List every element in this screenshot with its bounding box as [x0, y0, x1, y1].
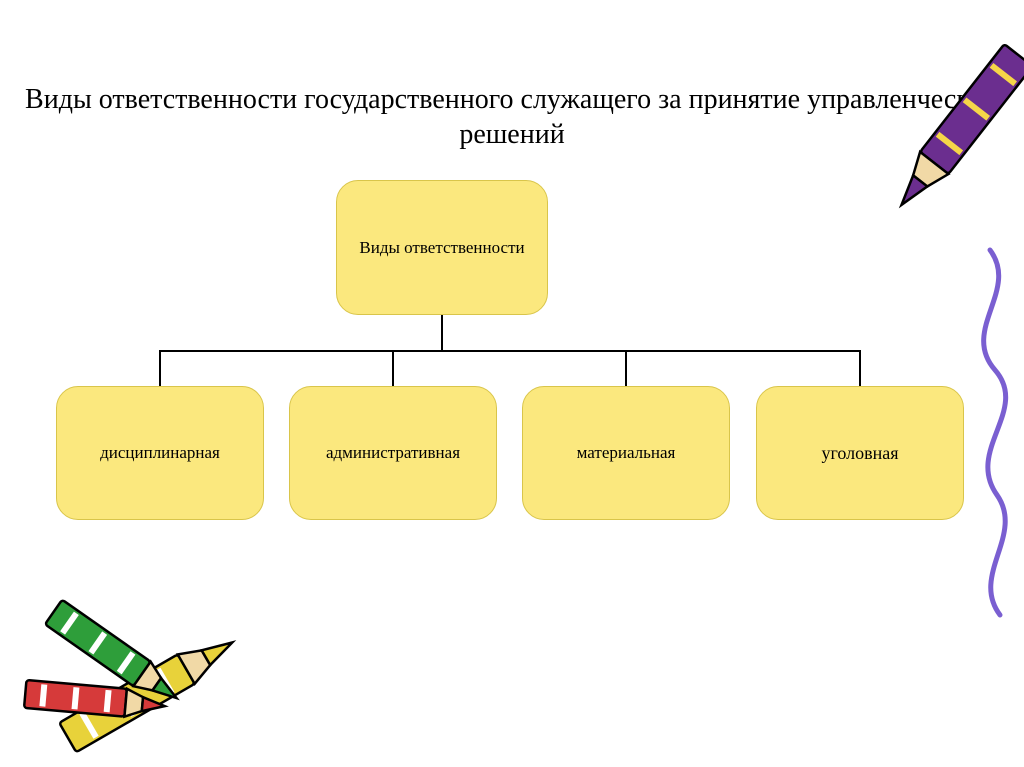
crayon-decorations — [0, 0, 1024, 767]
